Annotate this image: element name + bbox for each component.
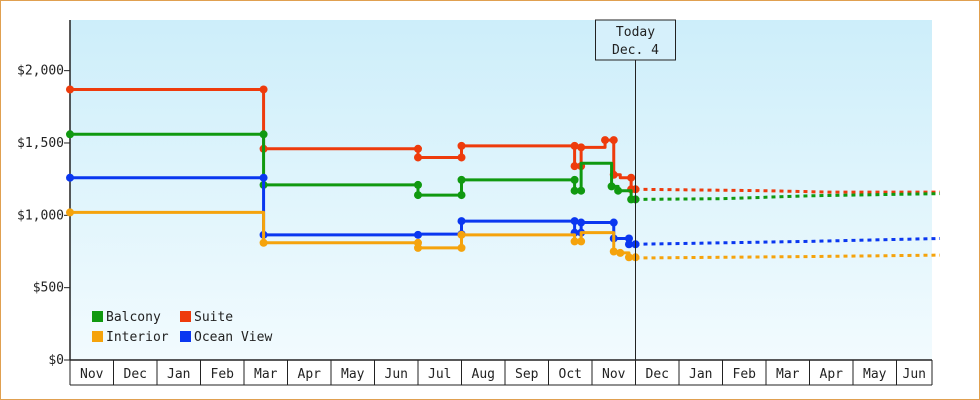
y-tick-label: $1,000: [17, 208, 64, 223]
data-point-balcony: [577, 186, 586, 195]
data-point-interior: [259, 238, 268, 247]
legend-swatch-interior: [92, 331, 103, 342]
x-month-label: Mar: [776, 367, 800, 382]
x-month-label: May: [863, 367, 887, 382]
x-month-label: Sep: [515, 367, 539, 382]
data-point-interior: [66, 208, 74, 217]
legend-label-ocean-view: Ocean View: [194, 330, 272, 345]
legend-swatch-balcony: [92, 311, 103, 322]
y-axis: $0 $500 $1,000 $1,500 $2,000: [17, 20, 71, 368]
x-month-label: Oct: [559, 367, 582, 382]
data-point-balcony: [457, 191, 466, 200]
data-point-ocean-view: [570, 217, 579, 226]
x-month-label: Feb: [733, 367, 757, 382]
data-point-interior: [457, 243, 466, 252]
legend-swatch-suite: [180, 311, 191, 322]
data-point-ocean-view: [414, 230, 422, 239]
x-month-label: Feb: [211, 367, 235, 382]
y-tick-label: $500: [33, 281, 64, 296]
data-point-ocean-view: [609, 218, 618, 227]
today-box: [595, 19, 676, 61]
data-point-suite: [259, 85, 268, 94]
data-point-suite: [414, 144, 422, 153]
data-point-balcony: [414, 191, 422, 200]
data-point-suite: [414, 153, 422, 162]
data-point-balcony: [570, 175, 579, 184]
forecast-line-balcony: [635, 192, 941, 201]
data-point-ocean-view: [66, 173, 74, 182]
y-tick-label: $1,500: [17, 136, 64, 151]
data-point-suite: [577, 143, 586, 152]
data-point-suite: [601, 136, 610, 145]
x-month-label: Mar: [254, 367, 278, 382]
data-point-balcony: [66, 130, 74, 139]
data-point-ocean-view: [259, 173, 268, 182]
x-month-label: Nov: [602, 367, 626, 382]
legend-label-interior: Interior: [106, 330, 169, 345]
data-point-interior: [609, 247, 618, 256]
data-point-suite: [609, 136, 618, 145]
legend-swatch-ocean-view: [180, 331, 191, 342]
x-month-label: Aug: [472, 367, 495, 382]
forecast-line-ocean-view: [635, 236, 941, 246]
x-month-label: Dec: [646, 367, 669, 382]
series-line-ocean-view: [70, 176, 636, 246]
data-point-interior: [577, 237, 586, 246]
data-point-suite: [457, 141, 466, 150]
x-month-label: Jul: [428, 367, 451, 382]
data-point-interior: [624, 253, 633, 262]
data-point-ocean-view: [577, 218, 586, 227]
today-marker: Today Dec. 4: [595, 19, 676, 360]
y-tick-label: $2,000: [17, 64, 64, 79]
x-month-label: Dec: [124, 367, 147, 382]
x-month-label: Jan: [689, 367, 712, 382]
x-month-label: May: [341, 367, 365, 382]
y-tick-label: $0: [48, 353, 64, 368]
today-title: Today: [616, 25, 655, 40]
data-point-balcony: [414, 180, 422, 189]
data-point-ocean-view: [624, 234, 633, 243]
data-point-interior: [570, 237, 579, 246]
data-point-interior: [414, 243, 422, 252]
data-point-ocean-view: [624, 240, 633, 249]
x-month-label: Jan: [167, 367, 190, 382]
forecast-line-suite: [635, 187, 940, 194]
legend: Balcony Suite Interior Ocean View: [92, 310, 272, 345]
x-axis: Nov Dec Jan Feb Mar Apr May Jun Jul Aug Sep Oct Nov D…: [69, 359, 933, 386]
data-point-balcony: [457, 175, 466, 184]
data-point-balcony: [570, 186, 579, 195]
legend-label-balcony: Balcony: [106, 310, 161, 325]
data-point-interior: [616, 248, 625, 257]
forecast-line-interior: [635, 253, 941, 260]
data-point-balcony: [614, 186, 623, 195]
data-point-suite: [66, 85, 74, 94]
x-month-label: Apr: [820, 367, 844, 382]
x-month-label: Apr: [298, 367, 322, 382]
legend-label-suite: Suite: [194, 310, 233, 325]
x-month-label: Jun: [903, 367, 926, 382]
data-point-suite: [627, 173, 636, 182]
data-point-suite: [457, 153, 466, 162]
data-point-balcony: [607, 182, 616, 191]
data-point-balcony: [259, 130, 268, 139]
data-point-suite: [570, 141, 579, 150]
data-point-suite: [570, 162, 579, 171]
series-group: [66, 85, 941, 262]
x-month-label: Jun: [385, 367, 408, 382]
today-date: Dec. 4: [612, 43, 659, 58]
data-point-ocean-view: [457, 217, 466, 226]
data-point-interior: [457, 230, 466, 239]
x-month-label: Nov: [80, 367, 104, 382]
plot-background: [70, 20, 932, 360]
